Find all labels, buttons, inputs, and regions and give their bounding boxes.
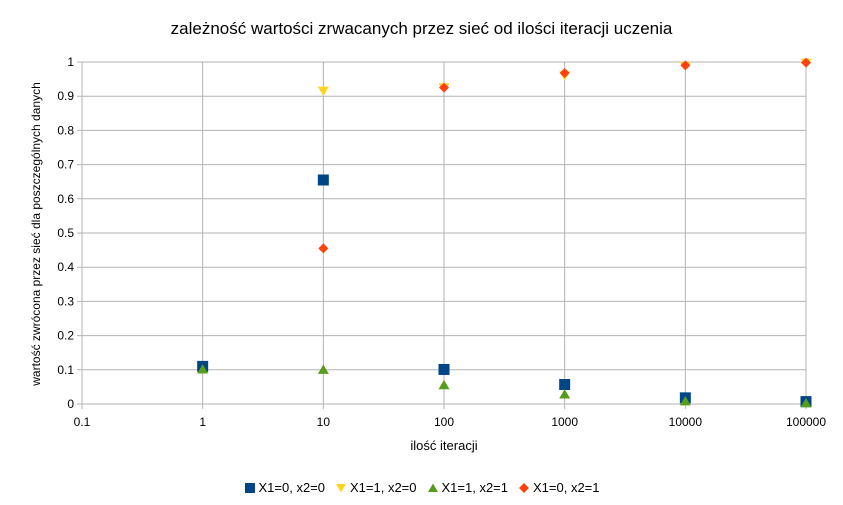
y-tick-label: 0.5 <box>57 226 74 240</box>
y-tick-label: 0.4 <box>57 260 74 274</box>
legend-label: X1=1, x2=1 <box>441 480 509 495</box>
legend-item: X1=0, x2=1 <box>518 480 600 495</box>
legend-triangle-down-icon <box>336 483 346 492</box>
data-point <box>438 363 450 375</box>
data-point <box>439 82 449 93</box>
x-tick-label: 0.1 <box>74 415 91 429</box>
legend-label: X1=0, x2=0 <box>258 480 326 495</box>
x-tick-label: 100000 <box>786 415 826 429</box>
data-point <box>680 60 691 71</box>
y-tick-label: 0.1 <box>57 363 74 377</box>
x-axis-label: ilość iteracji <box>410 438 478 453</box>
data-point <box>317 86 329 97</box>
chart-title: zależność wartości zrwacanych przez sieć… <box>170 19 673 38</box>
data-points <box>197 57 812 408</box>
data-point <box>801 57 811 68</box>
y-tick-label: 1 <box>67 55 74 69</box>
legend-marker <box>427 483 438 492</box>
legend-marker <box>336 483 346 492</box>
tick-labels: 00.10.20.30.40.50.60.70.80.910.1 1 10 100 10… <box>57 55 826 429</box>
y-tick-label: 0.7 <box>57 158 74 172</box>
y-tick-label: 0.2 <box>57 329 74 343</box>
data-point <box>197 364 209 374</box>
legend-marker <box>519 482 529 493</box>
y-tick-label: 0 <box>67 397 74 411</box>
legend: X1=0, x2=0 X1=1, x2=0 X1=1, x2=1 X1=0, x2=1 <box>0 480 843 495</box>
legend-triangle-up-icon <box>427 483 438 492</box>
y-tick-label: 0.8 <box>57 123 74 137</box>
data-point <box>800 398 812 408</box>
data-point <box>317 174 329 186</box>
y-tick-label: 0.9 <box>57 89 74 103</box>
legend-label: X1=0, x2=1 <box>533 480 600 495</box>
data-point <box>317 364 329 374</box>
legend-square-icon <box>244 482 255 493</box>
x-tick-label: 10 <box>317 415 331 429</box>
x-tick-label: 1 <box>199 415 206 429</box>
data-point <box>438 379 450 390</box>
y-tick-label: 0.3 <box>57 294 74 308</box>
data-point <box>559 67 570 78</box>
legend-item: X1=1, x2=1 <box>427 480 509 495</box>
x-tick-label: 100 <box>434 415 454 429</box>
data-point <box>559 389 571 399</box>
y-axis-label: wartość zwrócona przez sieć dla poszczeg… <box>29 82 43 386</box>
legend-item: X1=0, x2=0 <box>244 480 326 495</box>
legend-diamond-icon <box>519 482 529 493</box>
y-tick-label: 0.6 <box>57 192 74 206</box>
data-point <box>318 243 329 254</box>
scatter-chart: 00.10.20.30.40.50.60.70.80.910.1 1 10 100 10… <box>57 55 826 429</box>
grid-lines <box>77 61 807 409</box>
legend-marker <box>244 482 255 493</box>
data-point <box>679 395 691 406</box>
legend-item: X1=1, x2=0 <box>335 480 417 495</box>
x-tick-label: 1000 <box>551 415 578 429</box>
legend-label: X1=1, x2=0 <box>350 480 417 495</box>
x-tick-label: 10000 <box>669 415 703 429</box>
data-point <box>559 379 571 391</box>
